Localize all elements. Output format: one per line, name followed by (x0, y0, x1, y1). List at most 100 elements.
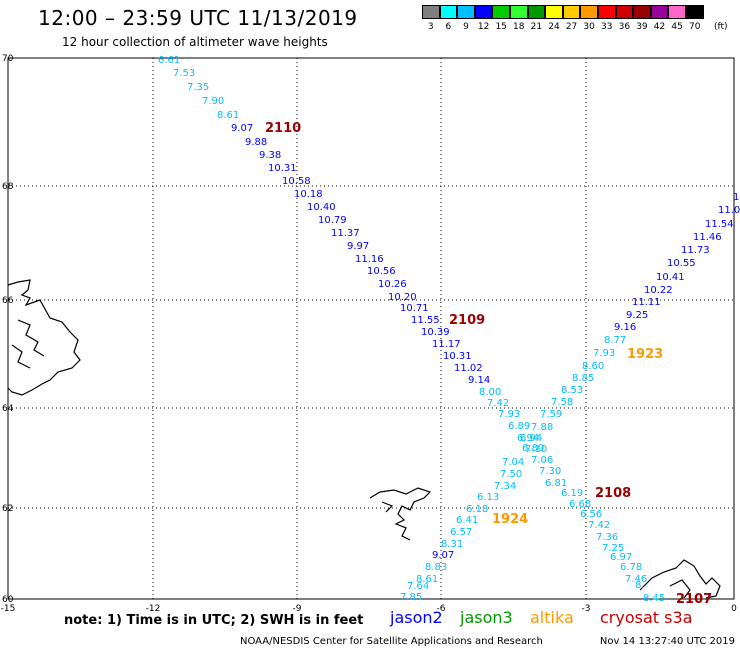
iceland-coastline (7, 279, 81, 396)
colorbar-label: 3 (427, 22, 434, 32)
colorbar-label: 70 (688, 22, 701, 32)
colorbar (422, 5, 704, 19)
track-value: 6.56 (580, 509, 602, 520)
colorbar-label: 33 (601, 22, 613, 32)
plot-frame (7, 57, 735, 600)
track-value: 6.94 (517, 433, 539, 444)
colorbar-label: 39 (636, 22, 648, 32)
track-value: 9.88 (245, 137, 267, 148)
legend-altika: altika (530, 608, 574, 627)
y-tick-label: 66 (2, 296, 14, 306)
colorbar-swatch (509, 5, 528, 19)
colorbar-swatch (422, 5, 440, 19)
track-value: 8.31 (441, 539, 463, 550)
track-value: 10.56 (367, 266, 396, 277)
colorbar-label: 30 (583, 22, 595, 32)
track-value: 11.46 (693, 232, 722, 243)
pass-labels: 2110 2109 1923 2108 1924 2107 (265, 121, 712, 607)
track-value: 6.78 (620, 562, 642, 573)
legend-jason2: jason2 (390, 608, 443, 627)
colorbar-swatch (685, 5, 704, 19)
colorbar-label: 21 (530, 22, 543, 32)
track-value: 10.41 (656, 272, 685, 283)
track-values: 6.61 7.53 7.35 7.90 8.61 9.07 9.88 9.38 10.31 10.… (158, 55, 740, 604)
credit-text: NOAA/NESDIS Center for Satellite Applica… (240, 636, 543, 647)
track-value: 11.73 (681, 245, 710, 256)
x-tick-label: -15 (1, 604, 16, 614)
track-value: 8.61 (217, 110, 239, 121)
legend-cryosat-s3a: cryosat s3a (600, 608, 693, 627)
track-value: 10.58 (282, 176, 311, 187)
y-tick-label: 64 (2, 404, 14, 414)
track-value: 7.36 (596, 532, 618, 543)
track-value: 7.42 (588, 520, 610, 531)
track-value: 7.88 (531, 422, 553, 433)
track-value: 6.18 (466, 504, 488, 515)
track-value: 7.34 (494, 481, 516, 492)
track-value: 11.17 (432, 339, 461, 350)
colorbar-label: 45 (671, 22, 683, 32)
track-value: 9.07 (432, 550, 454, 561)
colorbar-label: 6 (445, 22, 452, 32)
track-value: 10.31 (268, 163, 297, 174)
colorbar-label: 9 (463, 22, 469, 32)
track-value: 6.81 (545, 478, 567, 489)
track-value: 7.46 (625, 574, 647, 585)
track-value: 11.37 (331, 228, 360, 239)
faroe-coastline (369, 487, 432, 541)
x-tick-label: -12 (146, 604, 161, 614)
track-value: 10 (733, 192, 740, 203)
track-value: 10.71 (400, 303, 429, 314)
track-value: 11.0 (718, 205, 740, 216)
x-tick-label: -3 (582, 604, 591, 614)
grid-lines (8, 58, 734, 599)
track-value: 7.58 (551, 397, 573, 408)
track-value: 6.68 (569, 499, 591, 510)
track-value: 7.42 (487, 398, 509, 409)
colorbar-swatch (474, 5, 493, 19)
track-value: 10.39 (421, 327, 450, 338)
track-value: 8.60 (582, 361, 604, 372)
track-value: 6.94 (520, 433, 542, 444)
track-value: 8. (635, 580, 645, 591)
colorbar-label: 36 (618, 22, 631, 32)
shetland-coast-2 (669, 579, 691, 599)
track-value: 9.97 (347, 241, 369, 252)
track-value: 7.93 (593, 348, 615, 359)
track-value: 8.53 (561, 385, 583, 396)
iceland-coast-inlet-1 (17, 319, 45, 357)
track-value: 7.93 (498, 409, 520, 420)
colorbar-swatch (492, 5, 510, 19)
track-value: 6.89 (508, 421, 530, 432)
colorbar-label: 24 (548, 22, 560, 32)
track-value: 8.00 (479, 387, 501, 398)
track-value: 11.11 (632, 297, 661, 308)
colorbar-swatch (668, 5, 686, 19)
track-value: 7.64 (407, 581, 429, 592)
colorbar-swatch (457, 5, 475, 19)
track-value: 7.50 (500, 469, 522, 480)
faroe-coast-2 (381, 501, 394, 513)
track-value: 11.54 (705, 219, 734, 230)
colorbar-label: 27 (565, 22, 578, 32)
axis-labels: -15 -12 -9 -6 -3 0 70 68 66 64 62 60 (1, 54, 737, 614)
track-value: 9.38 (259, 150, 281, 161)
iceland-coast-inlet-2 (11, 344, 31, 369)
track-value: 7.06 (531, 455, 553, 466)
colorbar-swatch (439, 5, 458, 19)
track-value: 9.25 (626, 310, 648, 321)
track-value: 6.97 (610, 552, 632, 563)
pass-label: 2109 (449, 313, 485, 328)
y-tick-label: 60 (2, 595, 14, 605)
track-value: 6.80 (522, 443, 544, 454)
track-value: 7.25 (602, 543, 624, 554)
track-value: 7.59 (540, 409, 562, 420)
track-value: 9.07 (231, 123, 253, 134)
footer: NOAA/NESDIS Center for Satellite Applica… (240, 636, 735, 647)
legend-jason3: jason3 (460, 608, 513, 627)
track-value: 11.16 (355, 254, 384, 265)
track-value: 7.35 (187, 82, 209, 93)
colorbar-swatch (580, 5, 598, 19)
shetland-coastline (639, 559, 721, 599)
